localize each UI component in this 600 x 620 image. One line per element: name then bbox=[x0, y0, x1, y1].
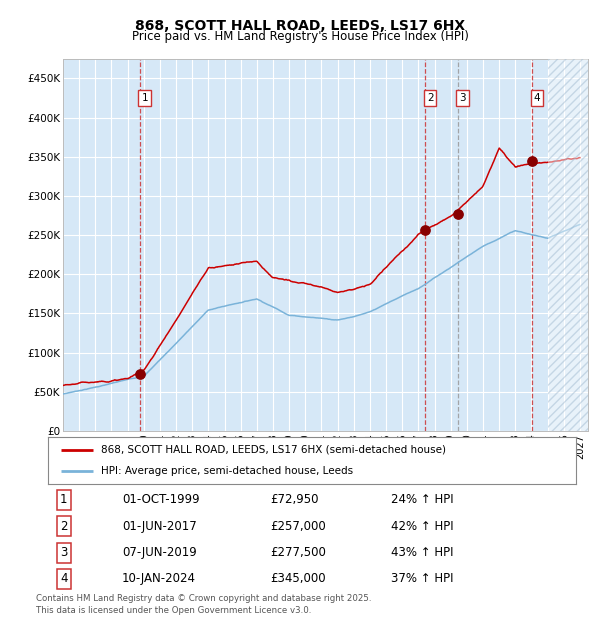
Text: £257,000: £257,000 bbox=[270, 520, 326, 533]
Text: £72,950: £72,950 bbox=[270, 494, 318, 507]
Point bbox=[453, 208, 463, 218]
Bar bbox=[548, 59, 588, 431]
Text: 01-JUN-2017: 01-JUN-2017 bbox=[122, 520, 197, 533]
Text: 3: 3 bbox=[60, 546, 68, 559]
Text: 4: 4 bbox=[533, 93, 540, 103]
Text: 1: 1 bbox=[142, 93, 148, 103]
Text: 24% ↑ HPI: 24% ↑ HPI bbox=[391, 494, 454, 507]
Text: 2: 2 bbox=[60, 520, 68, 533]
Text: 868, SCOTT HALL ROAD, LEEDS, LS17 6HX (semi-detached house): 868, SCOTT HALL ROAD, LEEDS, LS17 6HX (s… bbox=[101, 445, 446, 454]
Text: Contains HM Land Registry data © Crown copyright and database right 2025.: Contains HM Land Registry data © Crown c… bbox=[36, 595, 371, 603]
Text: Price paid vs. HM Land Registry's House Price Index (HPI): Price paid vs. HM Land Registry's House … bbox=[131, 30, 469, 43]
Text: 3: 3 bbox=[460, 93, 466, 103]
Text: 01-OCT-1999: 01-OCT-1999 bbox=[122, 494, 200, 507]
Text: 42% ↑ HPI: 42% ↑ HPI bbox=[391, 520, 454, 533]
Text: This data is licensed under the Open Government Licence v3.0.: This data is licensed under the Open Gov… bbox=[36, 606, 311, 614]
Text: 37% ↑ HPI: 37% ↑ HPI bbox=[391, 572, 454, 585]
Text: 07-JUN-2019: 07-JUN-2019 bbox=[122, 546, 197, 559]
Text: 43% ↑ HPI: 43% ↑ HPI bbox=[391, 546, 454, 559]
Text: £345,000: £345,000 bbox=[270, 572, 325, 585]
Text: 4: 4 bbox=[60, 572, 68, 585]
Point bbox=[135, 369, 145, 379]
Text: 868, SCOTT HALL ROAD, LEEDS, LS17 6HX: 868, SCOTT HALL ROAD, LEEDS, LS17 6HX bbox=[135, 19, 465, 33]
Text: 2: 2 bbox=[427, 93, 433, 103]
Text: 1: 1 bbox=[60, 494, 68, 507]
Text: 10-JAN-2024: 10-JAN-2024 bbox=[122, 572, 196, 585]
Text: £277,500: £277,500 bbox=[270, 546, 326, 559]
Point bbox=[421, 224, 430, 234]
Point bbox=[527, 156, 537, 166]
Text: HPI: Average price, semi-detached house, Leeds: HPI: Average price, semi-detached house,… bbox=[101, 466, 353, 476]
